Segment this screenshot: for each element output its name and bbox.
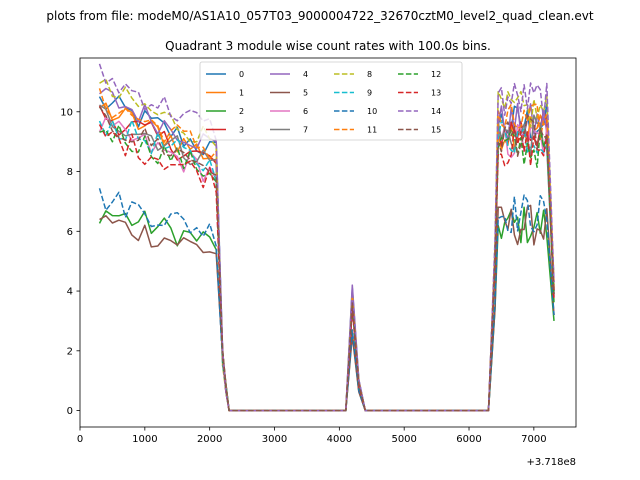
- series-line-1: [99, 102, 555, 412]
- legend-label-3: 3: [239, 126, 244, 135]
- x-tick-label: 4000: [327, 434, 352, 445]
- y-tick-label: 4: [67, 287, 73, 298]
- legend-box: [199, 61, 463, 141]
- y-tick-label: 0: [67, 406, 73, 417]
- legend-label-7: 7: [303, 126, 308, 135]
- y-tick-label: 6: [67, 227, 73, 238]
- x-tick-label: 1000: [132, 434, 157, 445]
- series-line-13: [98, 124, 555, 412]
- y-tick-label: 2: [67, 346, 73, 357]
- legend-label-12: 12: [431, 70, 441, 79]
- legend-label-14: 14: [431, 107, 441, 116]
- chart-title: Quadrant 3 module wise count rates with …: [165, 39, 491, 53]
- series-line-15: [98, 106, 555, 412]
- series-line-2: [98, 206, 555, 412]
- legend-label-6: 6: [303, 107, 308, 116]
- legend-label-11: 11: [367, 126, 377, 135]
- x-offset-label: +3.718e8: [526, 457, 576, 468]
- series-line-5: [99, 204, 555, 412]
- series-line-9: [98, 119, 555, 412]
- legend-label-9: 9: [367, 89, 372, 98]
- legend-label-15: 15: [431, 126, 441, 135]
- plot-area-frame: [79, 57, 577, 428]
- figure-supertitle: plots from file: modeM0/AS1A10_057T03_90…: [46, 9, 593, 23]
- legend-label-8: 8: [367, 70, 372, 79]
- series-line-14: [98, 63, 555, 412]
- y-axis: 0 2 4 6 8 10: [60, 107, 80, 417]
- x-tick-label: 2000: [197, 434, 222, 445]
- series-line-6: [98, 116, 555, 412]
- x-axis: 0 1000 2000 3000 4000 5000 6000 7000: [77, 427, 547, 445]
- x-tick-label: 6000: [456, 434, 481, 445]
- legend-label-13: 13: [431, 89, 441, 98]
- legend-label-5: 5: [303, 89, 308, 98]
- x-tick-label: 0: [77, 434, 83, 445]
- legend-label-10: 10: [367, 107, 377, 116]
- x-tick-label: 3000: [262, 434, 287, 445]
- legend-label-2: 2: [239, 107, 244, 116]
- series-line-11: [98, 88, 555, 412]
- series-line-10: [98, 188, 555, 412]
- legend-label-0: 0: [239, 70, 244, 79]
- y-tick-label: 10: [60, 107, 73, 118]
- x-tick-label: 7000: [521, 434, 546, 445]
- series-line-12: [99, 124, 555, 412]
- series-lines: [98, 63, 555, 412]
- legend-label-1: 1: [239, 89, 244, 98]
- legend-label-4: 4: [303, 70, 308, 79]
- y-tick-label: 8: [67, 167, 73, 178]
- x-tick-label: 5000: [391, 434, 416, 445]
